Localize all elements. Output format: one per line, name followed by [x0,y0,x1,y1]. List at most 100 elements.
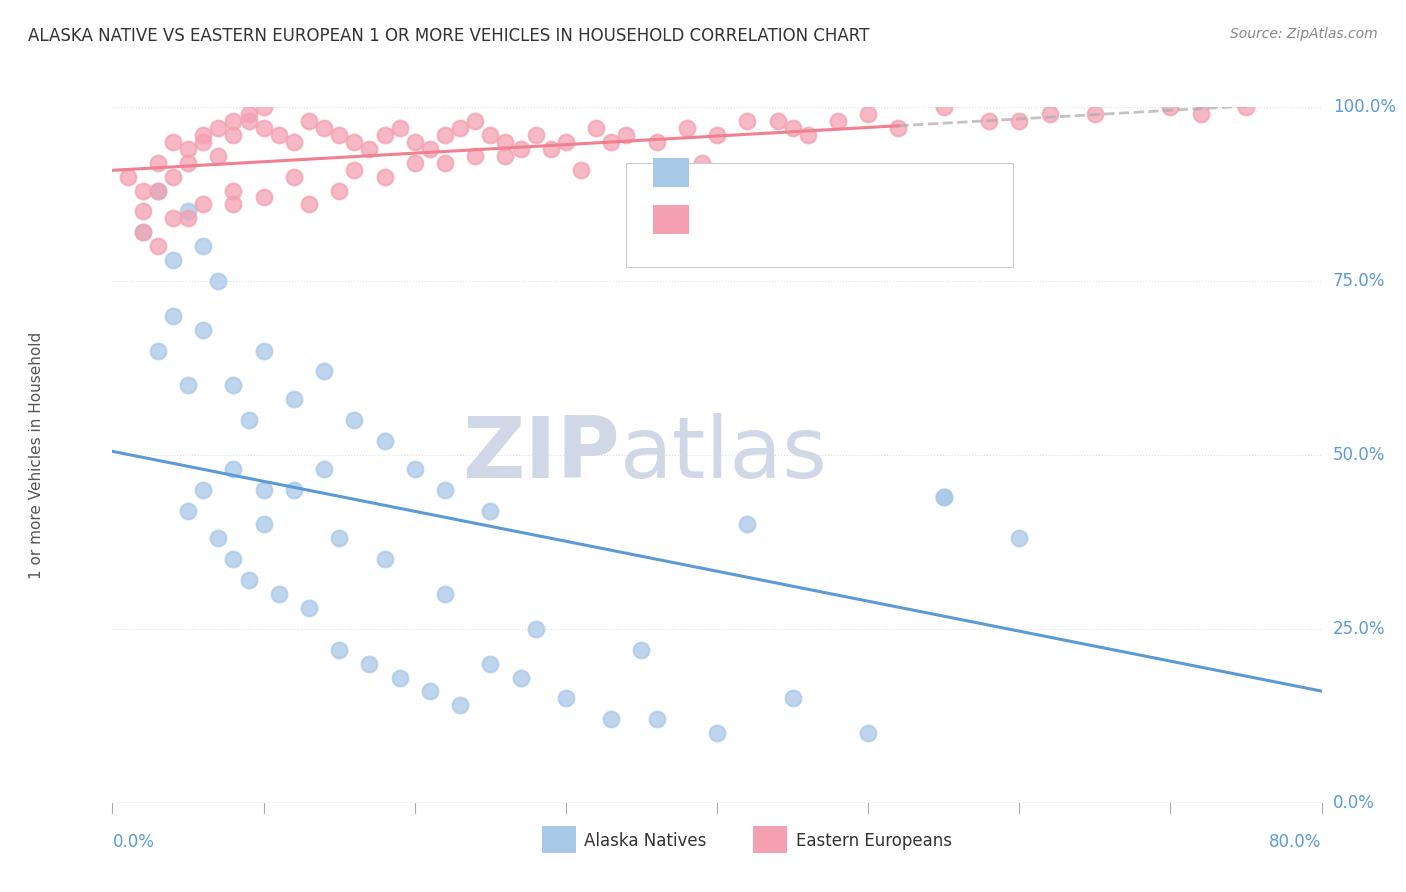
Point [222,184,245,198]
Text: N =: N = [851,162,890,181]
Text: 25.0%: 25.0% [1333,620,1385,638]
Point [1084,107,1107,121]
Point [600,712,623,726]
Point [433,155,456,169]
Point [238,107,260,121]
Point [191,135,214,149]
Point [856,107,880,121]
Point [238,573,260,587]
Point [509,142,531,156]
Point [479,128,502,142]
Point [932,100,955,114]
Point [932,490,955,504]
Point [253,120,276,135]
Point [1159,100,1181,114]
Point [540,142,562,156]
Point [132,184,155,198]
Point [222,462,245,476]
Point [404,155,426,169]
Point [645,135,668,149]
Point [706,128,728,142]
Point [343,162,366,177]
Bar [754,827,787,853]
Point [932,490,955,504]
Point [524,128,547,142]
Point [374,552,396,566]
Point [191,197,214,211]
Point [177,155,200,169]
Text: 54: 54 [907,162,932,181]
Point [343,135,366,149]
Point [238,413,260,427]
Point [283,483,305,497]
Point [495,149,517,163]
Point [238,114,260,128]
Point [253,483,276,497]
Point [162,253,184,268]
Bar [652,205,689,235]
Point [751,184,773,198]
Point [782,120,804,135]
Point [343,413,366,427]
Point [222,197,245,211]
Point [267,128,290,142]
Point [191,128,214,142]
Point [1038,107,1062,121]
Point [177,142,200,156]
Point [207,532,229,546]
Point [253,100,276,114]
Point [162,309,184,323]
Point [374,169,396,184]
Point [737,517,759,532]
Point [630,169,652,184]
Text: ZIP: ZIP [463,413,620,497]
Point [645,712,668,726]
Point [328,128,350,142]
Point [449,120,471,135]
Text: N =: N = [851,211,890,228]
Point [887,120,910,135]
Point [177,211,200,226]
Point [554,135,576,149]
Point [132,204,155,219]
Point [388,671,411,685]
Point [222,128,245,142]
Point [207,274,229,288]
Point [433,483,456,497]
Point [374,434,396,448]
Point [253,517,276,532]
FancyBboxPatch shape [626,162,1014,267]
Point [690,155,713,169]
Text: 80.0%: 80.0% [1270,833,1322,851]
Point [977,114,1000,128]
Point [359,142,381,156]
Point [464,149,486,163]
Point [1234,100,1257,114]
Point [827,114,849,128]
Point [796,128,818,142]
Point [404,135,426,149]
Point [782,691,804,706]
Point [207,120,229,135]
Point [374,128,396,142]
Text: Eastern Europeans: Eastern Europeans [796,832,952,850]
Point [267,587,290,601]
Point [569,162,592,177]
Point [162,211,184,226]
Point [554,691,576,706]
Point [253,343,276,358]
Point [146,184,169,198]
Point [132,225,155,239]
Point [191,239,214,253]
Point [146,343,169,358]
Point [132,225,155,239]
Text: 75.0%: 75.0% [1333,272,1385,290]
Point [146,155,169,169]
Point [630,642,652,657]
Point [404,462,426,476]
Point [1008,532,1031,546]
Point [509,671,531,685]
Point [298,197,321,211]
Point [419,684,441,698]
Bar [652,158,689,187]
